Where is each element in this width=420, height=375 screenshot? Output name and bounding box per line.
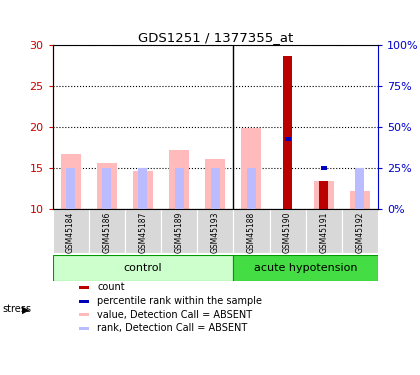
Text: GSM45193: GSM45193 [211, 211, 220, 253]
Text: GSM45187: GSM45187 [139, 211, 147, 253]
Bar [52, 255, 234, 281]
Bar [205, 159, 225, 209]
Text: percentile rank within the sample: percentile rank within the sample [97, 296, 262, 306]
Bar [79, 314, 89, 316]
Bar [247, 168, 256, 209]
Bar [350, 191, 370, 209]
Bar [169, 150, 189, 209]
Bar [319, 181, 328, 209]
Title: GDS1251 / 1377355_at: GDS1251 / 1377355_at [138, 31, 293, 44]
Bar [234, 209, 270, 253]
Text: count: count [97, 282, 125, 292]
Bar [355, 168, 365, 209]
Bar [211, 168, 220, 209]
Text: GSM45192: GSM45192 [355, 211, 365, 253]
Text: value, Detection Call = ABSENT: value, Detection Call = ABSENT [97, 310, 252, 320]
Text: acute hypotension: acute hypotension [254, 263, 357, 273]
Bar [66, 168, 75, 209]
Bar [175, 168, 184, 209]
Bar [97, 163, 117, 209]
Bar [234, 255, 378, 281]
Text: GSM45191: GSM45191 [319, 211, 328, 253]
Bar [60, 154, 81, 209]
Bar [270, 209, 306, 253]
Text: rank, Detection Call = ABSENT: rank, Detection Call = ABSENT [97, 323, 248, 333]
Bar [314, 181, 334, 209]
Bar [161, 209, 197, 253]
Bar [321, 166, 327, 170]
Bar [283, 56, 292, 209]
Bar [79, 300, 89, 303]
Bar [306, 209, 342, 253]
Text: ▶: ▶ [22, 304, 29, 314]
Text: GSM45189: GSM45189 [175, 211, 184, 253]
Bar [139, 168, 147, 209]
Bar [102, 168, 111, 209]
Bar [79, 286, 89, 289]
Bar [241, 128, 261, 209]
Bar [285, 137, 291, 141]
Text: GSM45188: GSM45188 [247, 211, 256, 253]
Bar [197, 209, 234, 253]
Bar [342, 209, 378, 253]
Text: stress: stress [2, 304, 31, 314]
Text: GSM45184: GSM45184 [66, 211, 75, 253]
Bar [133, 171, 153, 209]
Bar [89, 209, 125, 253]
Text: GSM45186: GSM45186 [102, 211, 111, 253]
Text: GSM45190: GSM45190 [283, 211, 292, 253]
Bar [125, 209, 161, 253]
Bar [52, 209, 89, 253]
Bar [79, 327, 89, 330]
Text: control: control [123, 263, 162, 273]
